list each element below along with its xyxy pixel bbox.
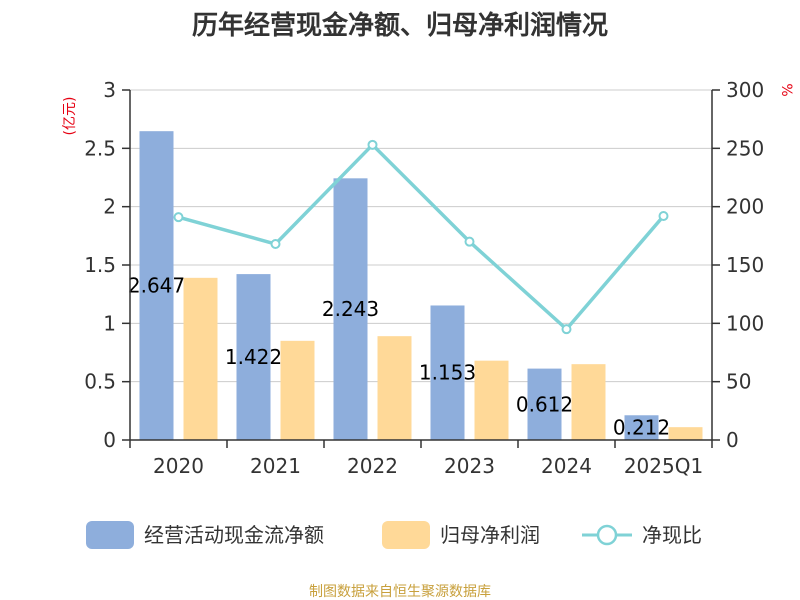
legend: 经营活动现金流净额 归母净利润 净现比 xyxy=(86,521,702,549)
right-tick-label: 100 xyxy=(726,311,764,335)
left-tick-label: 1 xyxy=(103,311,116,335)
left-axis-unit: (亿元) xyxy=(62,97,78,136)
data-label-cashflow: 2.647 xyxy=(128,274,185,298)
ratio-point xyxy=(367,139,378,150)
bar-cashflow xyxy=(236,274,271,440)
left-tick-label: 2 xyxy=(103,195,116,219)
bar-cashflow xyxy=(624,415,659,440)
axes: 0 0.5 1 1.5 2 2.5 3 0 50 100 150 200 250 300 2020 2021 2… xyxy=(84,78,764,478)
right-tick-label: 200 xyxy=(726,195,764,219)
ratio-line-series xyxy=(173,139,669,335)
chart-title: 历年经营现金净额、归母净利润情况 xyxy=(192,10,608,41)
data-label-cashflow: 0.612 xyxy=(516,392,573,416)
data-label-cashflow: 2.243 xyxy=(322,297,379,321)
data-label-cashflow: 0.212 xyxy=(613,416,670,440)
bar-cashflow xyxy=(430,305,465,440)
x-tick-label: 2023 xyxy=(444,454,495,478)
x-tick-label: 2022 xyxy=(347,454,398,478)
ratio-point xyxy=(464,236,475,247)
source-note: 制图数据来自恒生聚源数据库 xyxy=(309,584,491,600)
data-label-cashflow: 1.153 xyxy=(419,361,476,385)
ratio-point xyxy=(173,212,184,223)
data-label-cashflow: 1.422 xyxy=(225,345,282,369)
right-axis-unit: % xyxy=(778,83,794,96)
x-tick-label: 2021 xyxy=(250,454,301,478)
ratio-point xyxy=(561,324,572,335)
bar-cashflow xyxy=(333,178,368,441)
data-labels: 2.647 1.422 2.243 1.153 0.612 0.212 xyxy=(128,274,670,440)
left-tick-label: 2.5 xyxy=(84,136,116,160)
bars xyxy=(139,131,703,441)
x-tick-label: 2025Q1 xyxy=(624,454,703,478)
left-tick-label: 0 xyxy=(103,428,116,452)
left-tick-label: 0.5 xyxy=(84,370,116,394)
bar-profit xyxy=(377,336,412,440)
legend-label-profit: 归母净利润 xyxy=(440,523,540,547)
right-tick-label: 150 xyxy=(726,253,764,277)
legend-swatch-cashflow xyxy=(86,521,134,549)
x-tick-label: 2020 xyxy=(153,454,204,478)
bar-cashflow xyxy=(527,368,562,440)
bar-cashflow xyxy=(139,131,174,440)
legend-marker-ratio xyxy=(596,524,618,546)
right-tick-label: 50 xyxy=(726,370,751,394)
right-tick-label: 0 xyxy=(726,428,739,452)
ratio-point xyxy=(658,211,669,221)
bar-profit xyxy=(474,360,509,440)
bar-profit xyxy=(668,427,703,440)
left-tick-label: 1.5 xyxy=(84,253,116,277)
bar-profit xyxy=(280,340,315,440)
grid-lines xyxy=(130,89,712,383)
right-tick-label: 250 xyxy=(726,136,764,160)
legend-swatch-profit xyxy=(382,521,430,549)
bar-profit xyxy=(183,277,218,440)
ratio-line xyxy=(178,142,665,332)
x-tick-label: 2024 xyxy=(541,454,592,478)
left-tick-label: 3 xyxy=(103,78,116,102)
legend-label-ratio: 净现比 xyxy=(642,523,702,547)
legend-label-cashflow: 经营活动现金流净额 xyxy=(144,523,324,547)
ratio-point xyxy=(270,239,281,249)
right-tick-label: 300 xyxy=(726,78,764,102)
bar-profit xyxy=(571,364,606,440)
